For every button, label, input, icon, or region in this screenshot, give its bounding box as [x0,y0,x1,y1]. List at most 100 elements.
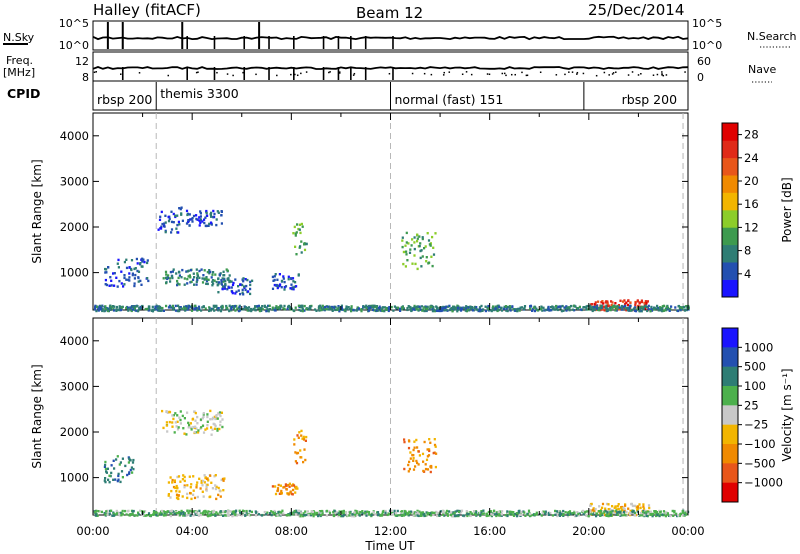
echo-cell [459,307,462,311]
echo-cell [573,512,576,515]
echo-cell [493,513,496,516]
echo-cell [214,305,217,308]
echo-cell [165,304,168,308]
echo-cell [566,511,569,514]
echo-cell [277,510,280,514]
echo-cell [100,510,103,514]
echo-cell [224,514,227,517]
echo-cell [104,305,107,308]
echo-cell [452,305,455,309]
echo-cell [213,423,216,426]
nave-dot [296,74,299,77]
echo-cell [322,308,325,311]
echo-cell [216,512,219,515]
echo-cell [112,459,115,462]
echo-cell [407,439,411,442]
echo-cell [115,458,118,461]
echo-cell [401,306,404,309]
echo-cell [123,276,126,280]
echo-cell [139,305,142,309]
echo-cell [337,308,341,312]
echo-cell [482,512,485,515]
echo-cell [204,428,207,431]
colorbar-swatch [722,175,738,193]
nsky-tick-bottom: 10^0 [59,39,89,52]
echo-cell [301,307,304,311]
echo-cell [152,513,155,516]
echo-cell [189,491,192,495]
echo-cell [578,512,581,515]
echo-cell [206,483,209,487]
echo-cell [640,305,643,309]
echo-cell [615,509,618,512]
echo-cell [535,513,538,516]
echo-cell [219,309,223,313]
echo-cell [172,485,176,489]
echo-cell [495,514,498,518]
echo-cell [220,478,223,482]
echo-cell [344,511,348,515]
echo-cell [115,309,118,312]
echo-cell [121,509,124,513]
echo-cell [221,277,224,280]
echo-cell [119,308,122,312]
echo-cell [673,511,676,514]
echo-cell [425,511,428,514]
echo-cell [495,512,498,516]
echo-cell [189,514,192,517]
echo-cell [372,511,375,514]
echo-cell [290,283,293,286]
echo-cell [174,510,177,514]
echo-cell [136,262,139,265]
echo-cell [449,307,452,310]
echo-cell [301,309,304,313]
echo-cell [412,448,415,452]
echo-cell [394,514,397,517]
nave-dot [232,74,234,77]
echo-cell [294,487,297,490]
nsky-tick-top: 10^5 [59,17,89,30]
echo-cell [625,510,628,514]
echo-cell [189,281,192,284]
echo-cell [128,276,131,279]
echo-cell [104,278,107,282]
echo-cell [592,307,595,311]
echo-cell [172,212,175,216]
echo-cell [617,507,620,511]
echo-cell [129,459,132,462]
echo-cell [226,277,229,281]
echo-cell [416,511,419,514]
echo-cell [169,270,172,274]
echo-cell [547,307,550,310]
echo-cell [412,468,416,471]
echo-cell [113,284,116,287]
echo-cell [577,512,580,516]
echo-cell [585,514,588,517]
echo-cell [220,308,223,311]
echo-cell [290,277,293,281]
colorbar-frame [721,327,739,503]
nave-dot [486,73,489,75]
cpid-segment-label: normal (fast) 151 [395,92,504,107]
echo-cell [661,307,664,310]
echo-cell [294,491,297,494]
echo-cell [419,242,422,245]
echo-cell [176,282,179,285]
echo-cell [685,305,688,308]
echo-cell [448,510,451,513]
echo-cell [197,514,200,517]
echo-cell [283,288,286,291]
echo-cell [120,306,123,309]
echo-cell [128,307,131,311]
cpid-segment-label: rbsp 200 [622,92,677,107]
nave-dot [276,74,278,77]
echo-cell [225,268,228,271]
echo-cell [433,511,436,515]
echo-cell [648,513,652,516]
echo-cell [595,514,598,518]
echo-cell [292,488,295,492]
echo-cell [636,299,639,302]
